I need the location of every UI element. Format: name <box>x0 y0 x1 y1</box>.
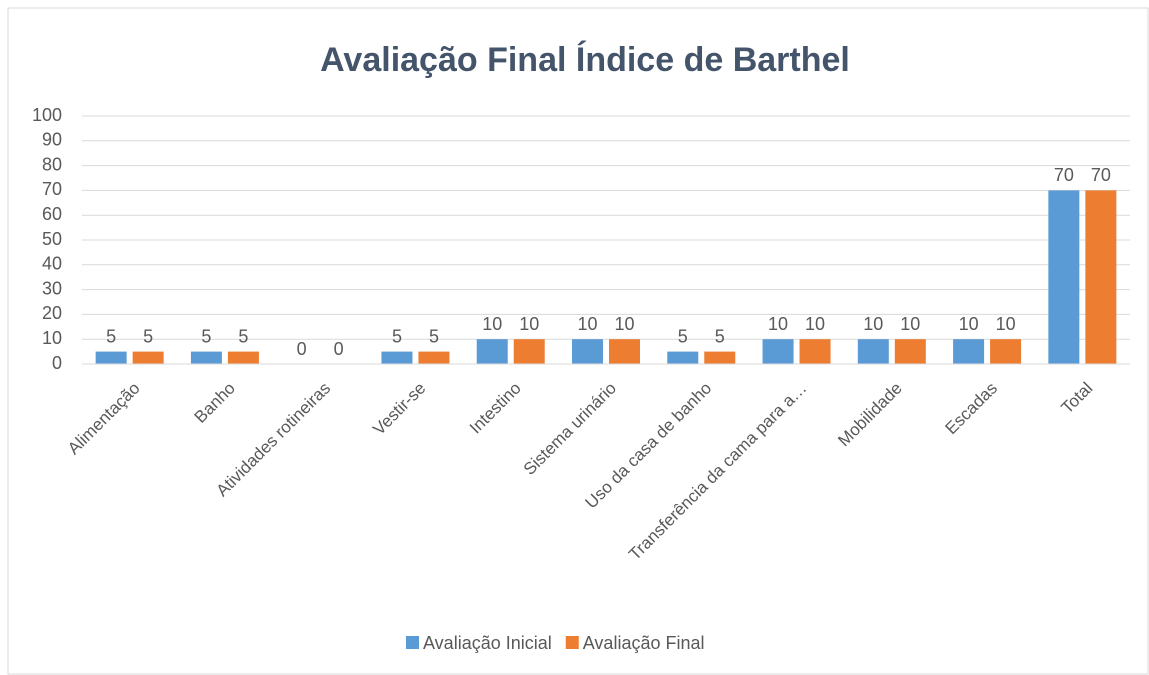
bar <box>227 351 259 364</box>
bar <box>990 339 1022 364</box>
bar <box>799 339 831 364</box>
bar <box>132 351 164 364</box>
y-tick-label: 80 <box>42 154 62 174</box>
bar <box>572 339 603 364</box>
y-tick-label: 100 <box>32 105 62 125</box>
value-label: 5 <box>392 326 402 346</box>
y-tick-label: 30 <box>42 278 62 298</box>
value-label: 5 <box>143 326 153 346</box>
value-label: 10 <box>482 314 502 334</box>
bar <box>1048 190 1080 364</box>
value-label: 10 <box>519 314 539 334</box>
bar <box>476 339 508 364</box>
bar <box>609 339 640 364</box>
bar <box>667 351 699 364</box>
value-label: 10 <box>959 314 979 334</box>
value-label: 10 <box>577 314 597 334</box>
y-tick-label: 0 <box>52 353 62 373</box>
value-label: 10 <box>996 314 1016 334</box>
y-tick-label: 90 <box>42 130 62 150</box>
legend-label: Avaliação Inicial <box>423 633 552 653</box>
bar <box>953 339 985 364</box>
value-label: 0 <box>334 339 344 359</box>
value-label: 5 <box>715 326 725 346</box>
bar <box>418 351 450 364</box>
bar <box>857 339 889 364</box>
bar <box>704 351 736 364</box>
y-tick-label: 10 <box>42 328 62 348</box>
legend-swatch <box>565 636 579 649</box>
bar <box>1085 190 1117 364</box>
chart-title: Avaliação Final Índice de Barthel <box>320 41 850 79</box>
value-label: 5 <box>201 326 211 346</box>
value-label: 10 <box>863 314 883 334</box>
bar <box>190 351 222 364</box>
bar <box>513 339 545 364</box>
value-label: 10 <box>805 314 825 334</box>
value-label: 5 <box>429 326 439 346</box>
value-label: 0 <box>297 339 307 359</box>
y-tick-label: 60 <box>42 204 62 224</box>
bar <box>762 339 794 364</box>
bar <box>381 351 413 364</box>
bar <box>894 339 926 364</box>
y-tick-label: 70 <box>42 179 62 199</box>
value-label: 5 <box>238 326 248 346</box>
value-label: 70 <box>1091 165 1111 185</box>
value-label: 5 <box>678 326 688 346</box>
value-label: 5 <box>106 326 116 346</box>
legend-swatch <box>406 636 419 649</box>
value-label: 10 <box>900 314 920 334</box>
value-label: 70 <box>1054 165 1074 185</box>
value-label: 10 <box>768 314 788 334</box>
y-tick-label: 50 <box>42 229 62 249</box>
y-tick-label: 20 <box>42 303 62 323</box>
legend-label: Avaliação Final <box>583 633 705 653</box>
bar <box>95 351 127 364</box>
value-label: 10 <box>614 314 634 334</box>
y-tick-label: 40 <box>42 254 62 274</box>
